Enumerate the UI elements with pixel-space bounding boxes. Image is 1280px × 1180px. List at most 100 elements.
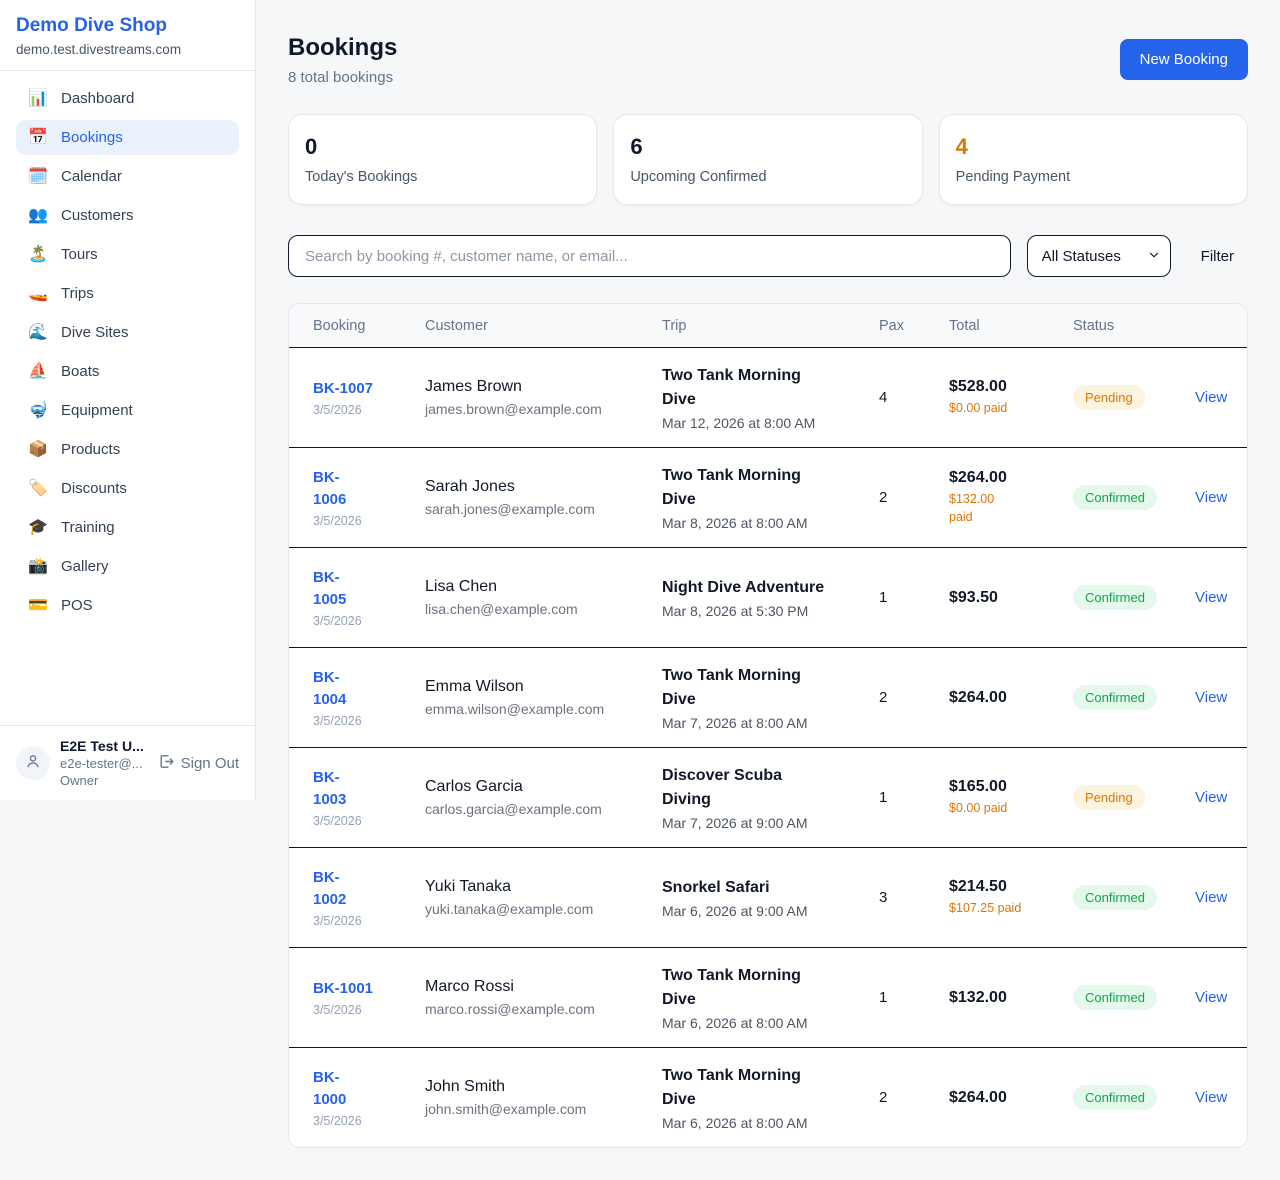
sidebar-item-tours[interactable]: 🏝️ Tours	[16, 237, 239, 272]
camera-icon: 📸	[28, 557, 48, 575]
view-booking-link[interactable]: View	[1195, 488, 1228, 506]
sidebar-header: Demo Dive Shop demo.test.divestreams.com	[0, 0, 255, 71]
trip-cell: Two Tank Morning Dive Mar 7, 2026 at 8:00…	[662, 664, 879, 731]
view-booking-link[interactable]: View	[1195, 888, 1228, 906]
booking-id-link[interactable]: BK- 1000	[313, 1069, 347, 1108]
booking-cell: BK-1001 3/5/2026	[313, 978, 425, 1017]
view-booking-link[interactable]: View	[1195, 688, 1228, 706]
pax-cell: 4	[879, 389, 888, 406]
paid-amount: $132.00 paid	[949, 492, 995, 524]
pax-cell: 2	[879, 689, 888, 706]
trip-datetime: Mar 8, 2026 at 8:00 AM	[662, 515, 808, 531]
booking-id-link[interactable]: BK- 1005	[313, 569, 347, 608]
booking-cell: BK- 1002 3/5/2026	[313, 867, 425, 928]
customer-email: james.brown@example.com	[425, 401, 602, 417]
filter-button[interactable]: Filter	[1187, 248, 1248, 265]
view-booking-link[interactable]: View	[1195, 388, 1228, 406]
page-title: Bookings	[288, 34, 398, 61]
sidebar-item-equipment[interactable]: 🤿 Equipment	[16, 393, 239, 428]
sidebar-item-products[interactable]: 📦 Products	[16, 432, 239, 467]
pax-cell: 2	[879, 489, 888, 506]
table-row: BK- 1005 3/5/2026 Lisa Chen lisa.chen@exa…	[289, 547, 1247, 647]
booking-id-link[interactable]: BK-1001	[313, 980, 374, 998]
sidebar-item-dashboard[interactable]: 📊 Dashboard	[16, 81, 239, 116]
table-header-row: Booking Customer Trip Pax Total Status	[289, 304, 1247, 347]
stat-value: 4	[955, 134, 968, 159]
customer-name: Carlos Garcia	[425, 778, 523, 795]
customer-email: emma.wilson@example.com	[425, 701, 605, 717]
stat-value: 0	[305, 134, 318, 159]
sidebar-item-label: Trips	[61, 285, 94, 302]
sidebar-item-training[interactable]: 🎓 Training	[16, 510, 239, 545]
view-booking-link[interactable]: View	[1195, 1088, 1228, 1106]
status-filter-select[interactable]: All Statuses	[1026, 235, 1171, 277]
pax-cell: 1	[879, 989, 888, 1006]
booking-cell: BK- 1004 3/5/2026	[313, 667, 425, 728]
view-booking-link[interactable]: View	[1195, 988, 1228, 1006]
booking-date: 3/5/2026	[313, 513, 362, 528]
trip-cell: Discover Scuba Diving Mar 7, 2026 at 9:00…	[662, 764, 879, 831]
shop-name[interactable]: Demo Dive Shop	[16, 15, 167, 36]
status-filter-wrap: All Statuses	[1026, 235, 1171, 277]
sidebar-item-trips[interactable]: 🚤 Trips	[16, 276, 239, 311]
booking-cell: BK- 1003 3/5/2026	[313, 767, 425, 828]
booking-cell: BK-1007 3/5/2026	[313, 378, 425, 417]
status-cell: Confirmed	[1073, 485, 1195, 510]
customer-name: Lisa Chen	[425, 578, 498, 595]
sidebar-item-dive-sites[interactable]: 🌊 Dive Sites	[16, 315, 239, 350]
sign-out-button[interactable]: Sign Out	[158, 753, 239, 774]
total-cell: $132.00	[949, 989, 1073, 1007]
action-cell: View	[1195, 389, 1227, 407]
customer-name: Marco Rossi	[425, 978, 514, 995]
people-icon: 👥	[28, 206, 48, 224]
status-badge: Confirmed	[1073, 485, 1157, 510]
sidebar-item-bookings[interactable]: 📅 Bookings	[16, 120, 239, 155]
total-amount: $264.00	[949, 1088, 1007, 1106]
sidebar-item-boats[interactable]: ⛵ Boats	[16, 354, 239, 389]
trip-cell: Two Tank Morning Dive Mar 6, 2026 at 8:00…	[662, 964, 879, 1031]
user-meta: E2E Test U... e2e-tester@... Owner	[60, 738, 148, 788]
booking-id-link[interactable]: BK- 1003	[313, 769, 347, 808]
status-cell: Confirmed	[1073, 585, 1195, 610]
sidebar-item-label: Dive Sites	[61, 324, 129, 341]
column-header: Status	[1073, 317, 1115, 334]
booking-id-link[interactable]: BK- 1004	[313, 669, 347, 708]
sidebar-item-gallery[interactable]: 📸 Gallery	[16, 549, 239, 584]
search-input[interactable]	[288, 235, 1011, 277]
customer-email: sarah.jones@example.com	[425, 501, 595, 517]
sidebar-item-pos[interactable]: 💳 POS	[16, 588, 239, 623]
booking-date: 3/5/2026	[313, 913, 362, 928]
sidebar-item-calendar[interactable]: 🗓️ Calendar	[16, 159, 239, 194]
trip-name: Discover Scuba Diving	[662, 767, 783, 808]
stat-card: 4 Pending Payment	[938, 114, 1248, 205]
sidebar-item-customers[interactable]: 👥 Customers	[16, 198, 239, 233]
new-booking-button[interactable]: New Booking	[1119, 39, 1248, 80]
action-cell: View	[1195, 1089, 1227, 1107]
customer-name: Yuki Tanaka	[425, 878, 511, 895]
trip-cell: Snorkel Safari Mar 6, 2026 at 9:00 AM	[662, 876, 879, 919]
trip-datetime: Mar 6, 2026 at 8:00 AM	[662, 1015, 808, 1031]
sidebar-item-discounts[interactable]: 🏷️ Discounts	[16, 471, 239, 506]
trip-name: Night Dive Adventure	[662, 579, 825, 596]
avatar	[16, 746, 50, 780]
customer-email: carlos.garcia@example.com	[425, 801, 602, 817]
booking-id-link[interactable]: BK- 1006	[313, 469, 347, 508]
label-icon: 🏷️	[28, 479, 48, 497]
view-booking-link[interactable]: View	[1195, 788, 1228, 806]
booking-date: 3/5/2026	[313, 1113, 362, 1128]
sidebar-item-label: Products	[61, 441, 121, 458]
customer-email: john.smith@example.com	[425, 1101, 587, 1117]
action-cell: View	[1195, 689, 1227, 707]
status-cell: Confirmed	[1073, 985, 1195, 1010]
booking-id-link[interactable]: BK-1007	[313, 380, 374, 398]
bar-chart-icon: 📊	[28, 89, 48, 107]
trip-datetime: Mar 7, 2026 at 8:00 AM	[662, 715, 808, 731]
booking-date: 3/5/2026	[313, 1002, 362, 1017]
table-row: BK- 1002 3/5/2026 Yuki Tanaka yuki.tanaka…	[289, 847, 1247, 947]
stat-value: 6	[630, 134, 643, 159]
booking-id-link[interactable]: BK- 1002	[313, 869, 347, 908]
table-row: BK- 1004 3/5/2026 Emma Wilson emma.wilson…	[289, 647, 1247, 747]
view-booking-link[interactable]: View	[1195, 588, 1228, 606]
table-row: BK- 1006 3/5/2026 Sarah Jones sarah.jones…	[289, 447, 1247, 547]
total-cell: $165.00 $0.00 paid	[949, 778, 1073, 818]
